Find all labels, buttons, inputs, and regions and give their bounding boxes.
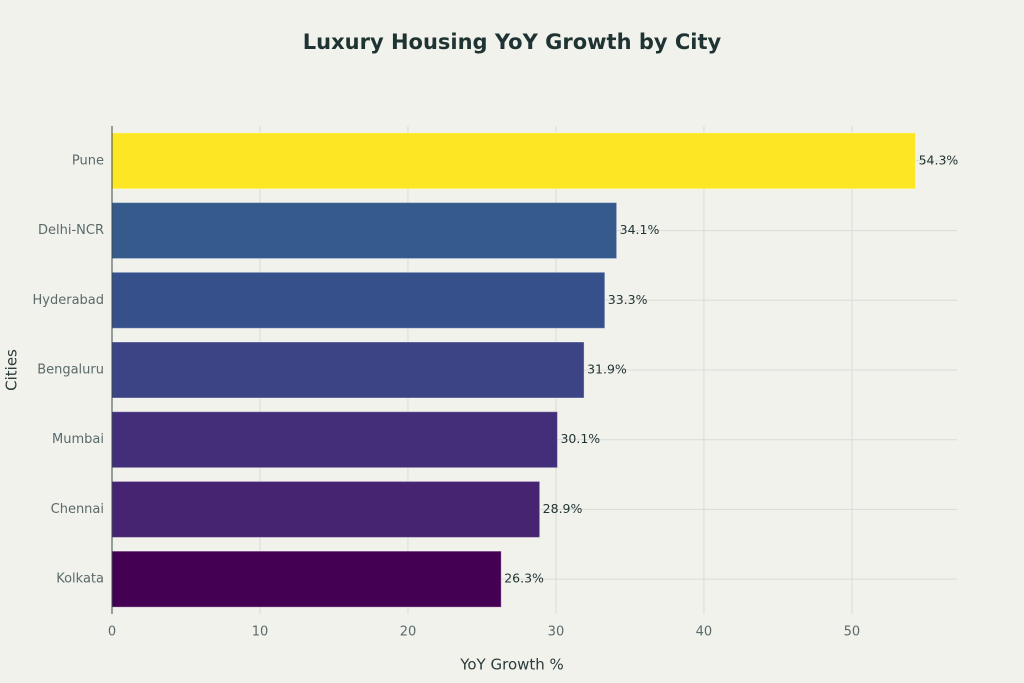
y-tick-label: Pune bbox=[72, 153, 104, 168]
x-tick-label: 20 bbox=[400, 625, 417, 640]
value-label: 34.1% bbox=[620, 222, 660, 237]
bar bbox=[111, 271, 606, 329]
y-tick-label: Delhi-NCR bbox=[38, 223, 104, 238]
value-label: 33.3% bbox=[608, 292, 648, 307]
bar bbox=[111, 411, 558, 469]
y-axis-label: Cities bbox=[3, 349, 21, 391]
x-tick-label: 50 bbox=[844, 625, 861, 640]
x-axis-label: YoY Growth % bbox=[459, 656, 564, 674]
y-tick-label: Chennai bbox=[51, 502, 104, 517]
chart-title: Luxury Housing YoY Growth by City bbox=[303, 30, 722, 54]
bar bbox=[111, 480, 541, 538]
y-tick-label: Bengaluru bbox=[37, 363, 104, 378]
x-tick-label: 10 bbox=[252, 625, 269, 640]
y-tick-label: Mumbai bbox=[52, 432, 104, 447]
value-label: 31.9% bbox=[587, 362, 627, 377]
value-label: 30.1% bbox=[560, 431, 600, 446]
y-tick-label: Hyderabad bbox=[33, 293, 105, 308]
bar bbox=[111, 341, 585, 399]
bar bbox=[111, 202, 618, 260]
x-tick-label: 40 bbox=[696, 625, 713, 640]
value-label: 54.3% bbox=[919, 152, 959, 167]
value-label: 28.9% bbox=[543, 501, 583, 516]
y-tick-label: Kolkata bbox=[56, 572, 104, 587]
bar bbox=[111, 132, 917, 190]
x-tick-label: 0 bbox=[108, 625, 116, 640]
x-tick-label: 30 bbox=[548, 625, 565, 640]
bar bbox=[111, 550, 502, 608]
value-label: 26.3% bbox=[504, 571, 544, 586]
